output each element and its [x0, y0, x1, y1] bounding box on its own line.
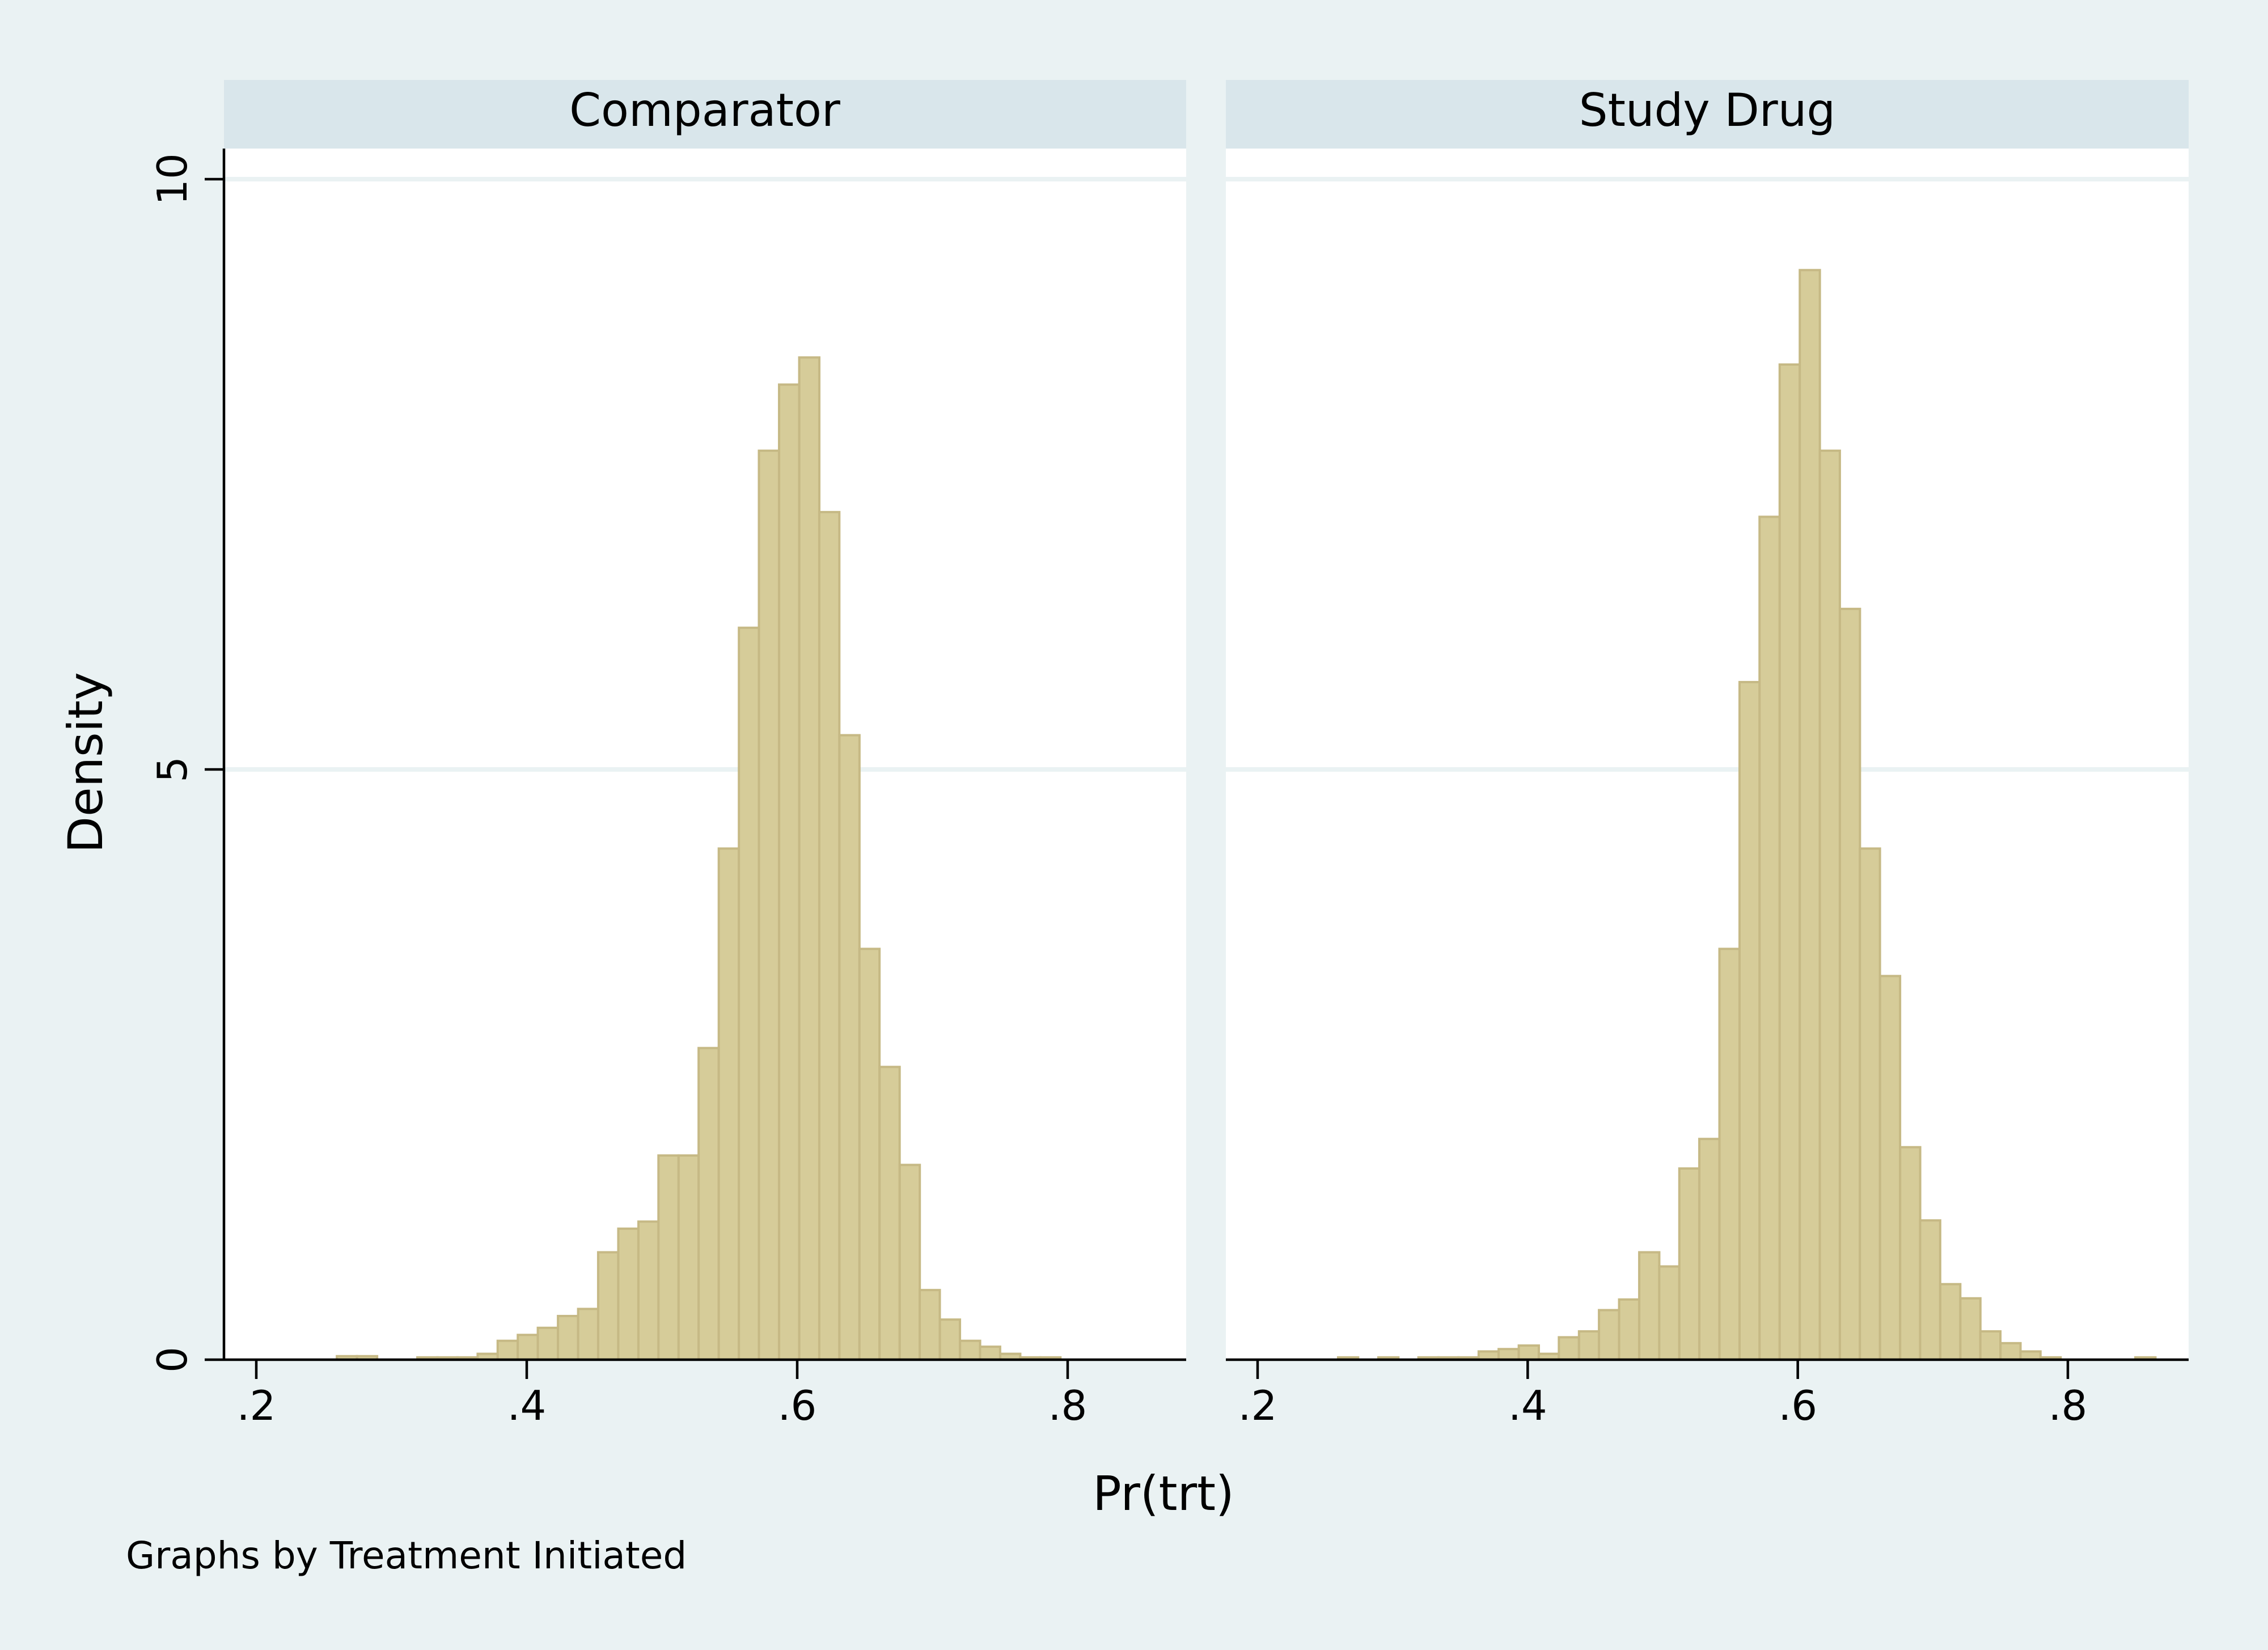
histogram-bar — [596, 1251, 620, 1361]
histogram-bar — [1558, 1336, 1580, 1361]
histogram-bar — [1999, 1342, 2022, 1361]
histogram-bar — [1738, 680, 1761, 1361]
histogram-bar — [1959, 1297, 1982, 1361]
histogram-bar — [1577, 1330, 1601, 1361]
panel-title-comparator: Comparator — [569, 84, 840, 137]
panel-strip-comparator — [224, 80, 1186, 149]
histogram-bar — [557, 1314, 579, 1361]
histogram-bar — [1838, 607, 1861, 1361]
histogram-bar — [1517, 1344, 1541, 1361]
histogram-bar — [959, 1339, 981, 1361]
histogram-bar — [697, 1047, 720, 1361]
histogram-bar — [758, 449, 780, 1361]
x-tick-label: .2 — [237, 1382, 276, 1429]
histogram-bar — [1778, 363, 1801, 1361]
histogram-bar — [1497, 1348, 1520, 1361]
panel-study-drug: Study Drug .2 .4 .6 .8 — [1226, 80, 2189, 1429]
histogram-bar — [1638, 1251, 1661, 1361]
histogram-bar — [617, 1227, 640, 1361]
histogram-bar — [1919, 1219, 1941, 1361]
x-tick-label: .4 — [507, 1382, 547, 1429]
x-tick-label: .2 — [1238, 1382, 1277, 1429]
histogram-bar — [577, 1308, 600, 1361]
histogram-bar — [878, 1065, 901, 1361]
histogram-bar — [1658, 1265, 1681, 1361]
histogram-bar — [1859, 847, 1881, 1361]
histogram-bar — [1598, 1309, 1620, 1361]
histogram-bar — [1899, 1146, 1922, 1361]
panel-comparator: Comparator .2 .4 .6 .8 0 5 10 — [149, 80, 1186, 1429]
histogram-bar — [1939, 1283, 1962, 1361]
histogram-bar — [778, 383, 801, 1361]
histogram-bar — [938, 1318, 962, 1361]
x-tick-label: .4 — [1508, 1382, 1547, 1429]
panel-title-study-drug: Study Drug — [1579, 84, 1835, 137]
gridlines-study-drug — [1226, 177, 2189, 772]
histogram-bar — [496, 1339, 519, 1361]
graphs-by-note: Graphs by Treatment Initiated — [126, 1534, 687, 1577]
y-tick-label: 10 — [149, 153, 196, 205]
bars-comparator — [336, 356, 1062, 1361]
panel-strip-study-drug — [1226, 80, 2189, 149]
x-tick-label: .6 — [778, 1382, 817, 1429]
histogram-bar — [798, 356, 821, 1361]
y-tick-label: 0 — [149, 1347, 196, 1373]
axes-study-drug: .2 .4 .6 .8 — [1226, 1358, 2189, 1429]
x-tick-label: .8 — [2049, 1382, 2088, 1429]
x-axis-title: Pr(trt) — [1093, 1466, 1234, 1521]
histogram-bar — [717, 847, 741, 1361]
gridlines-comparator — [224, 177, 1186, 772]
x-tick-label: .6 — [1778, 1382, 1817, 1429]
histogram-bar — [1618, 1298, 1640, 1361]
histogram-bar — [517, 1334, 539, 1361]
histogram-bar — [1758, 515, 1781, 1361]
histogram-bar — [979, 1346, 1001, 1361]
histogram-bar — [1678, 1167, 1701, 1361]
histogram-bar — [1979, 1330, 2002, 1361]
histogram-bar — [1698, 1137, 1721, 1361]
histogram-bar — [838, 734, 861, 1361]
histogram-bar — [1718, 947, 1741, 1361]
axes-comparator: .2 .4 .6 .8 0 5 10 — [149, 149, 1186, 1429]
histogram-bar — [677, 1154, 700, 1361]
histogram-bar — [1799, 269, 1821, 1361]
histogram-bar — [818, 511, 841, 1361]
histogram-bar — [1878, 975, 1902, 1361]
histogram-bar — [898, 1164, 921, 1361]
histogram-bar — [657, 1154, 680, 1361]
x-tick-label: .8 — [1048, 1382, 1088, 1429]
histogram-bar — [858, 947, 881, 1361]
y-axis-title: Density — [58, 672, 113, 853]
histogram-bar — [536, 1326, 559, 1361]
histogram-bar — [1818, 449, 1841, 1361]
histogram-bar — [738, 627, 760, 1361]
y-tick-label: 5 — [149, 756, 196, 782]
histogram-bar — [919, 1289, 941, 1361]
histogram-bar — [637, 1220, 660, 1361]
